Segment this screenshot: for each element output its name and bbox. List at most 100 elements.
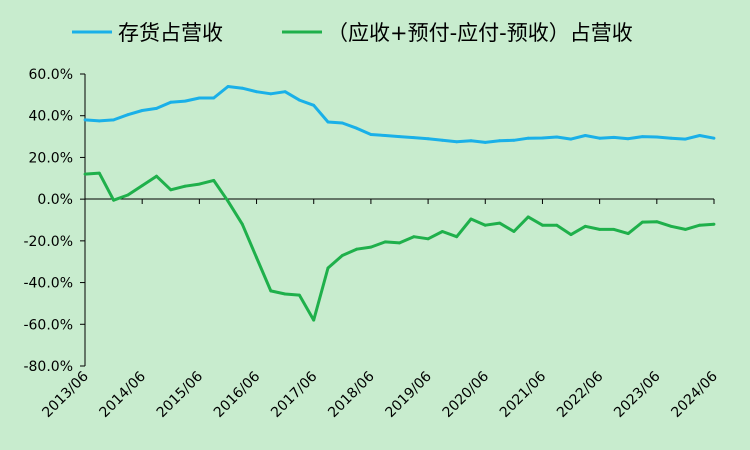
series-2-point — [555, 223, 559, 227]
y-tick-label: -40.0% — [23, 276, 73, 292]
series-2-point — [483, 223, 487, 227]
series-2-point — [698, 223, 702, 227]
series-2-point — [626, 232, 630, 236]
series-2-point — [712, 222, 716, 226]
series-2-point — [569, 233, 573, 237]
series-1-point — [226, 85, 230, 88]
y-tick-label: -20.0% — [23, 234, 73, 250]
series-1-point — [555, 135, 559, 139]
y-tick-label: -60.0% — [23, 317, 73, 333]
series-2-point — [641, 220, 644, 224]
series-2-line — [84, 171, 715, 322]
series-2-point — [169, 188, 173, 192]
x-tick-label: 2015/06 — [154, 368, 207, 421]
series-1-point — [655, 135, 659, 139]
series-2-point — [226, 199, 230, 203]
y-tick-label: 60.0% — [29, 67, 73, 83]
series-2-point — [298, 293, 301, 297]
series-2-point — [583, 224, 587, 228]
series-1-point — [569, 137, 573, 141]
series-1-point — [441, 138, 444, 142]
y-tick-label: 40.0% — [29, 109, 73, 125]
y-tick-label: -80.0% — [23, 359, 73, 375]
series-2-point — [283, 292, 287, 296]
series-2-point — [198, 182, 201, 186]
series-1-point — [398, 135, 401, 139]
series-2-point — [598, 228, 601, 231]
series-2-point — [369, 245, 373, 249]
series-2-point — [126, 193, 130, 197]
series-1-point — [712, 136, 716, 140]
series-2-point — [140, 184, 144, 188]
series-1-point — [483, 141, 487, 144]
series-1-point — [198, 96, 201, 100]
series-2-point — [498, 221, 501, 225]
series-2-point — [441, 230, 444, 233]
series-2-point — [398, 241, 401, 245]
series-1-point — [383, 134, 387, 137]
series-2-point — [183, 184, 187, 188]
y-tick-label: 0.0% — [37, 192, 73, 208]
series-2-point — [83, 172, 87, 176]
series-2-point — [97, 171, 101, 175]
series-2-point — [340, 254, 344, 257]
series-1-point — [541, 136, 544, 140]
series-1-point — [698, 134, 702, 137]
series-1-point — [126, 113, 130, 117]
series-1 — [83, 85, 716, 144]
y-tick-label: 20.0% — [29, 150, 73, 166]
series-1-point — [669, 136, 673, 140]
series-1-point — [412, 136, 416, 140]
series-2-point — [112, 198, 115, 202]
series-1-point — [455, 140, 459, 144]
series-1-point — [298, 98, 301, 102]
series-1-point — [240, 86, 244, 90]
series-layer — [83, 85, 716, 322]
series-2-point — [512, 230, 516, 233]
series-1-point — [155, 107, 158, 110]
series-2-point — [412, 235, 416, 239]
series-1-point — [112, 118, 115, 122]
series-1-point — [612, 136, 616, 139]
series-1-point — [684, 137, 687, 141]
x-tick-label: 2016/06 — [211, 368, 264, 421]
series-1-point — [283, 90, 287, 94]
legend-label: 存货占营收 — [118, 21, 223, 45]
legend-label: （应收+预付-应付-预收）占营收 — [327, 21, 633, 45]
series-1-point — [369, 133, 373, 136]
series-1-point — [598, 136, 601, 140]
series-2 — [83, 171, 716, 322]
series-2-point — [684, 228, 687, 231]
series-2-point — [655, 220, 659, 224]
series-1-point — [83, 118, 87, 122]
y-axis: 60.0% 40.0% 20.0% 0.0% -20.0% -40.0% -60.0% -80… — [23, 67, 86, 375]
series-2-point — [426, 237, 430, 241]
series-2-point — [383, 240, 387, 244]
series-2-point — [612, 228, 616, 231]
series-2-point — [212, 179, 216, 182]
series-1-point — [498, 139, 501, 143]
x-tick-label: 2022/06 — [554, 368, 607, 421]
series-1-point — [512, 138, 516, 142]
series-2-point — [255, 256, 258, 259]
x-tick-label: 2024/06 — [668, 368, 721, 421]
x-tick-label: 2017/06 — [268, 368, 321, 421]
series-2-point — [526, 215, 530, 219]
x-tick-label: 2021/06 — [497, 368, 550, 421]
x-tick-label: 2023/06 — [611, 368, 664, 421]
series-1-point — [255, 90, 258, 94]
series-1-point — [526, 136, 530, 140]
legend: 存货占营收 （应收+预付-应付-预收）占营收 — [72, 21, 633, 45]
series-1-point — [340, 121, 344, 125]
series-1-point — [269, 92, 273, 96]
series-1-point — [426, 137, 430, 141]
x-tick-label: 2019/06 — [382, 368, 435, 421]
series-2-point — [269, 289, 273, 293]
series-1-point — [583, 134, 587, 137]
series-2-point — [455, 235, 459, 239]
series-1-point — [355, 126, 358, 130]
series-2-point — [469, 217, 473, 221]
x-tick-label: 2018/06 — [325, 368, 378, 421]
series-1-point — [212, 96, 216, 100]
series-1-point — [140, 109, 144, 112]
